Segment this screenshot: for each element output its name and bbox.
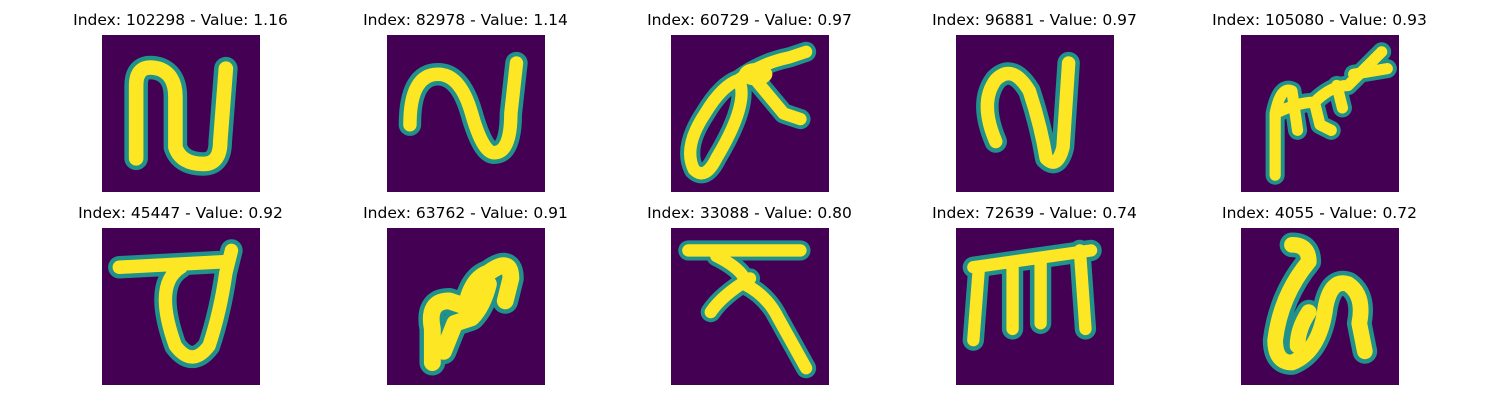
panel-title: Index: 60729 - Value: 0.97 — [647, 11, 852, 29]
glyph-t-cross-icon — [678, 240, 817, 379]
glyph-comb-icon — [962, 239, 1102, 351]
panel-title: Index: 45447 - Value: 0.92 — [78, 204, 283, 222]
glyph-branch-icon — [1265, 42, 1397, 185]
glyph-curl-icon — [1262, 232, 1378, 375]
panel-title: Index: 82978 - Value: 1.14 — [363, 11, 568, 29]
panel: Index: 63762 - Value: 0.91 — [323, 193, 608, 385]
glyph-image — [387, 228, 545, 385]
glyph-image — [1241, 228, 1399, 385]
panel: Index: 96881 - Value: 0.97 — [892, 0, 1177, 192]
panel-title: Index: 63762 - Value: 0.91 — [363, 204, 568, 222]
glyph-image — [102, 228, 260, 385]
panel-title: Index: 4055 - Value: 0.72 — [1222, 204, 1417, 222]
glyph-image — [671, 35, 829, 192]
panel-title: Index: 72639 - Value: 0.74 — [932, 204, 1137, 222]
glyph-hook-icon — [418, 252, 524, 376]
panel: Index: 33088 - Value: 0.80 — [607, 193, 892, 385]
glyph-image — [956, 35, 1114, 192]
panel: Index: 102298 - Value: 1.16 — [38, 0, 323, 192]
panel: Index: 60729 - Value: 0.97 — [607, 0, 892, 192]
panel-title: Index: 96881 - Value: 0.97 — [932, 11, 1137, 29]
glyph-image — [1241, 35, 1399, 192]
panel-title: Index: 102298 - Value: 1.16 — [73, 11, 288, 29]
panel: Index: 82978 - Value: 1.14 — [323, 0, 608, 192]
glyph-image — [102, 35, 260, 192]
glyph-n-loop-icon — [124, 55, 238, 176]
panel: Index: 45447 - Value: 0.92 — [38, 193, 323, 385]
panel-title: Index: 33088 - Value: 0.80 — [647, 204, 852, 222]
glyph-image — [671, 228, 829, 385]
panel-title: Index: 105080 - Value: 0.93 — [1212, 11, 1427, 29]
panel: Index: 72639 - Value: 0.74 — [892, 193, 1177, 385]
panel: Index: 4055 - Value: 0.72 — [1177, 193, 1462, 385]
glyph-n-wave-icon — [398, 51, 528, 164]
glyph-bar-loop-icon — [108, 239, 243, 369]
glyph-image — [387, 35, 545, 192]
glyph-leaning-loop-icon — [680, 41, 817, 184]
glyph-v-loop-icon — [976, 51, 1080, 174]
panel: Index: 105080 - Value: 0.93 — [1177, 0, 1462, 192]
glyph-image — [956, 228, 1114, 385]
